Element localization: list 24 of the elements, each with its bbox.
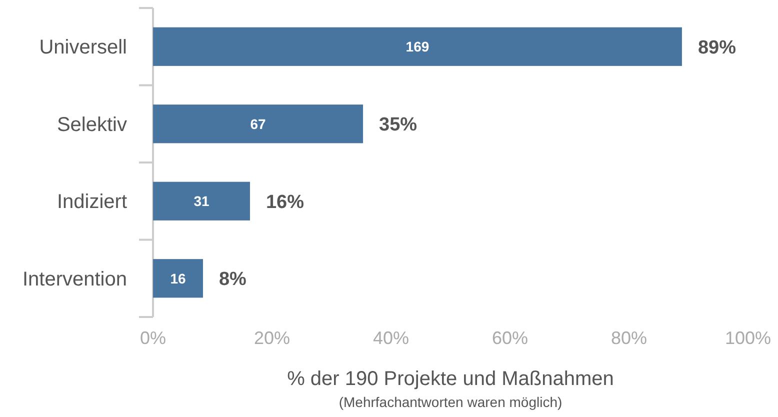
x-axis-title: % der 190 Projekte und Maßnahmen — [287, 368, 614, 390]
y-tick-label: Selektiv — [56, 114, 127, 136]
x-tick-label: 80% — [610, 328, 648, 348]
annotation: 67 — [250, 116, 266, 132]
y-tick-label: Indiziert — [56, 191, 128, 214]
data-label: 16% — [266, 192, 304, 213]
x-tick-label: 0% — [140, 328, 166, 348]
bar — [153, 259, 203, 298]
x-tick-label: 40% — [372, 328, 410, 348]
x-tick-label: 100% — [724, 328, 772, 348]
bar — [153, 27, 682, 66]
x-tick-label: 20% — [254, 328, 290, 348]
data-label: 89% — [698, 37, 736, 58]
data-label: 8% — [218, 269, 247, 290]
annotation: 31 — [194, 193, 210, 210]
annotation: 16 — [170, 270, 186, 286]
x-tick-label: 60% — [492, 328, 528, 348]
text: (Mehrfachantworten waren möglich) — [338, 394, 562, 410]
bar — [153, 182, 250, 220]
annotation: 169 — [406, 38, 430, 55]
y-tick-label: Intervention — [22, 268, 127, 290]
bar — [153, 104, 364, 144]
data-label: 35% — [379, 114, 418, 136]
y-tick-label: Universell — [39, 36, 127, 59]
